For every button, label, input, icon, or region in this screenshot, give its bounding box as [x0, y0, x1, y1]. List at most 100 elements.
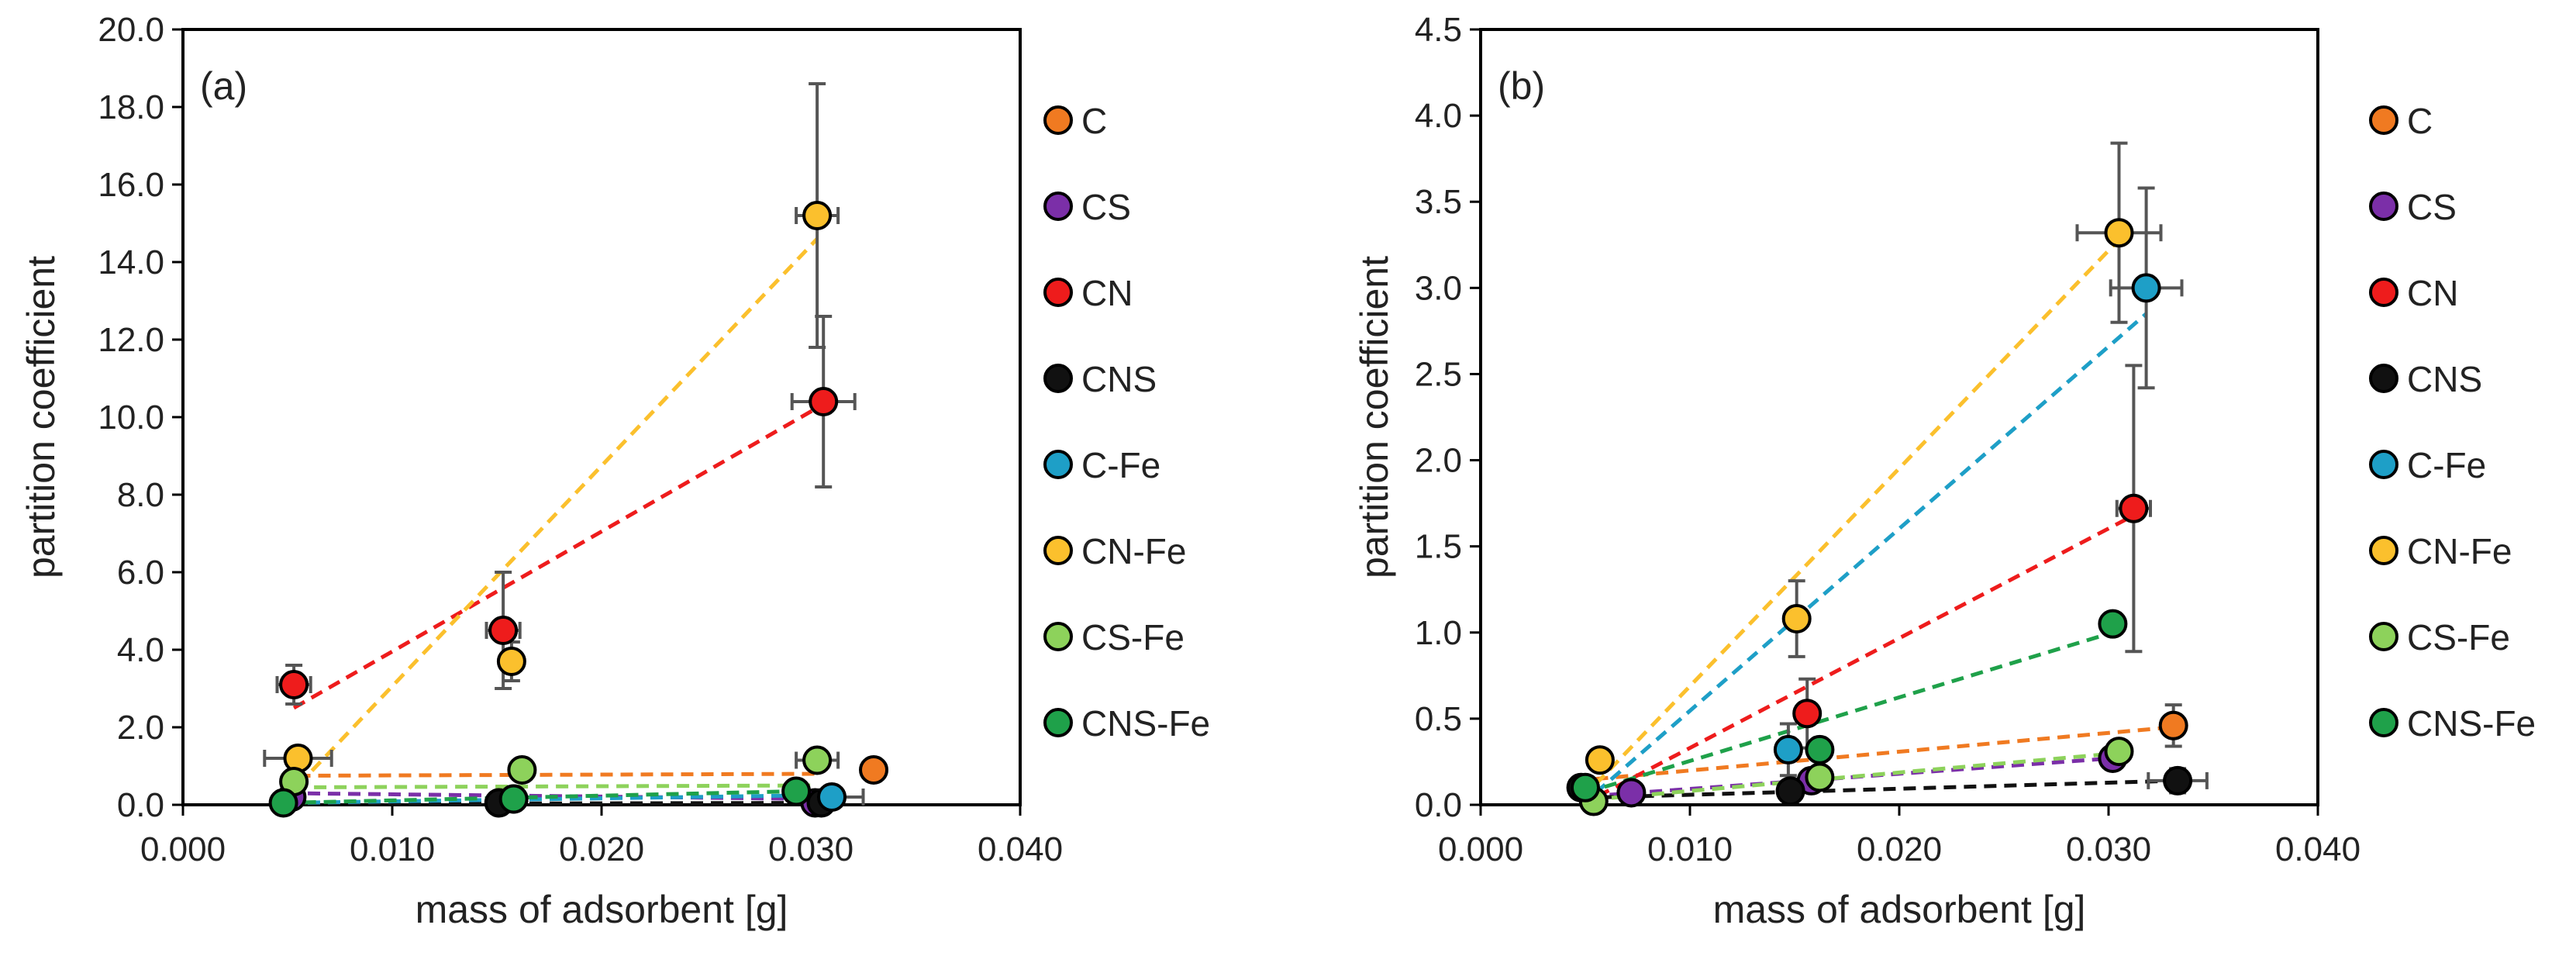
panel-a-trendline-cs-fe: [294, 783, 818, 789]
panel-b-y-tick-label: 1.5: [1415, 528, 1462, 566]
panel-b-y-tick-label: 0.0: [1415, 786, 1462, 824]
panel-b-legend-marker-c-fe: [2369, 450, 2398, 479]
panel-a-point-cn-fe: [496, 647, 526, 676]
panel-b-legend-label-cn-fe: CN-Fe: [2407, 531, 2512, 571]
panel-a-y-tick-label: 6.0: [117, 554, 164, 592]
panel-a-y-tick-label: 8.0: [117, 476, 164, 514]
panel-b-legend-label-cns-fe: CNS-Fe: [2407, 703, 2536, 744]
panel-a-legend-label-c-fe: C-Fe: [1081, 445, 1160, 485]
panel-a-trendline-cns-fe: [283, 789, 797, 805]
panel-b-y-axis-title: partition coefficient: [1353, 256, 1396, 578]
panel-b-legend-label-cn: CN: [2407, 273, 2458, 313]
panel-b-point-cs-fe: [1805, 762, 1835, 792]
panel-b-legend-marker-cn: [2369, 278, 2398, 307]
panel-a-point-cn: [488, 616, 519, 645]
panel-b-chart: (b) partition coefficient mass of adsorb…: [1353, 11, 2536, 931]
panel-b-y-tick-label: 4.0: [1415, 97, 1462, 135]
panel-b-legend-marker-cs: [2369, 192, 2398, 221]
panel-b-point-cs: [1616, 778, 1647, 808]
panel-b-legend-marker-c: [2369, 105, 2398, 135]
panel-b-point-cns-fe: [1805, 734, 1835, 764]
panel-a-trendline-c-fe: [287, 793, 826, 805]
panel-b-x-tick-label: 0.000: [1438, 830, 1523, 868]
panel-a-legend-label-c: C: [1081, 101, 1107, 141]
panel-b-point-cns: [1775, 776, 1805, 806]
panel-a-x-tick-label: 0.040: [978, 830, 1063, 868]
panel-a-x-axis-title: mass of adsorbent [g]: [416, 888, 788, 931]
panel-a-y-tick-label: 16.0: [98, 166, 164, 204]
panel-a-x-tick-label: 0.030: [768, 830, 853, 868]
panel-a-point-cns-fe: [781, 776, 812, 806]
panel-b-legend-marker-cs-fe: [2369, 622, 2398, 651]
panel-b-legend-label-cns: CNS: [2407, 359, 2482, 399]
panel-a-point-c: [859, 755, 888, 785]
panel-b-legend-marker-cn-fe: [2369, 536, 2398, 565]
panel-b-legend-label-cs-fe: CS-Fe: [2407, 617, 2510, 657]
panel-b-point-cs-fe: [2104, 737, 2134, 767]
panel-a-y-tick-label: 10.0: [98, 399, 164, 437]
panel-b-point-cn: [1792, 699, 1823, 729]
panel-a-y-tick-label: 2.0: [117, 709, 164, 747]
panel-b-trendline-c: [1595, 725, 2172, 782]
panel-a-legend-marker-c-fe: [1043, 450, 1073, 479]
panel-a-plot-area: [181, 28, 1022, 806]
panel-b-point-cns: [2163, 765, 2193, 796]
panel-a-legend-marker-cns-fe: [1043, 708, 1073, 737]
panel-b-trendline-cn: [1597, 513, 2135, 799]
panel-b-x-tick-label: 0.020: [1857, 830, 1942, 868]
panel-a-x-tick-label: 0.000: [140, 830, 226, 868]
panel-b-trendline-c-fe: [1594, 312, 2148, 795]
panel-a-point-cs-fe: [507, 755, 537, 785]
panel-b-point-c-fe: [2131, 273, 2161, 303]
panel-a-trendline-cns: [287, 801, 822, 806]
panel-a-point-cs-fe: [802, 745, 833, 775]
panel-b-x-tick-label: 0.010: [1647, 830, 1733, 868]
panel-b-point-cn-fe: [1781, 604, 1812, 633]
panel-a-legend-label-cn-fe: CN-Fe: [1081, 531, 1186, 571]
panel-b-y-tick-label: 4.5: [1415, 11, 1462, 49]
panel-a-legend-label-cs-fe: CS-Fe: [1081, 617, 1185, 657]
panel-a-legend-label-cs: CS: [1081, 187, 1131, 227]
panel-a-legend-marker-cn: [1043, 278, 1073, 307]
panel-b-trendline-cs-fe: [1591, 751, 2119, 802]
panel-b-point-cn-fe: [1585, 745, 1615, 775]
panel-b-label: (b): [1498, 64, 1545, 108]
panel-b-trendline-cs: [1589, 756, 2113, 799]
panel-b-trendline-cns-fe: [1585, 630, 2114, 795]
panel-b-y-tick-label: 2.5: [1415, 355, 1462, 393]
panel-a-point-cns-fe: [498, 784, 529, 814]
panel-b-point-cn-fe: [2104, 218, 2134, 248]
panel-a-trendline-c: [298, 771, 822, 778]
panel-b-y-tick-label: 0.5: [1415, 700, 1462, 738]
panel-b-legend-label-cs: CS: [2407, 187, 2457, 227]
panel-b-x-axis-title: mass of adsorbent [g]: [1713, 888, 2086, 931]
panel-b-y-tick-label: 1.0: [1415, 614, 1462, 652]
panel-a-y-tick-label: 0.0: [117, 786, 164, 824]
panel-a-legend-label-cns: CNS: [1081, 359, 1157, 399]
panel-a-legend-marker-cn-fe: [1043, 536, 1073, 565]
panel-b-point-c: [2158, 710, 2188, 740]
panel-a-chart: (a) partition coefficient mass of adsorb…: [19, 11, 1210, 931]
panel-b-point-c-fe: [1773, 734, 1803, 764]
panel-b-legend-marker-cns: [2369, 364, 2398, 393]
panel-a-y-axis-title: partition coefficient: [19, 256, 63, 578]
panel-a-legend-marker-cs: [1043, 192, 1073, 221]
panel-a-legend-marker-c: [1043, 105, 1073, 135]
panel-a-legend-label-cns-fe: CNS-Fe: [1081, 703, 1210, 744]
panel-a-legend-label-cn: CN: [1081, 273, 1133, 313]
panel-b-y-tick-label: 3.0: [1415, 269, 1462, 307]
panel-b-point-cn: [2119, 493, 2149, 523]
panel-b-plot-area: [1479, 28, 2319, 806]
panel-a-point-cn: [279, 670, 309, 699]
panel-b-point-cns-fe: [1571, 772, 1600, 802]
panel-b-legend-label-c: C: [2407, 101, 2433, 141]
panel-a-legend-marker-cns: [1043, 364, 1073, 393]
panel-a-y-tick-label: 14.0: [98, 243, 164, 281]
panel-b-y-tick-label: 3.5: [1415, 183, 1462, 221]
panel-b-x-tick-label: 0.030: [2066, 830, 2151, 868]
panel-a-point-cns-fe: [268, 788, 298, 818]
panel-a-y-tick-label: 4.0: [117, 631, 164, 669]
panel-a-legend-marker-cs-fe: [1043, 622, 1073, 651]
panel-b-legend-label-c-fe: C-Fe: [2407, 445, 2486, 485]
